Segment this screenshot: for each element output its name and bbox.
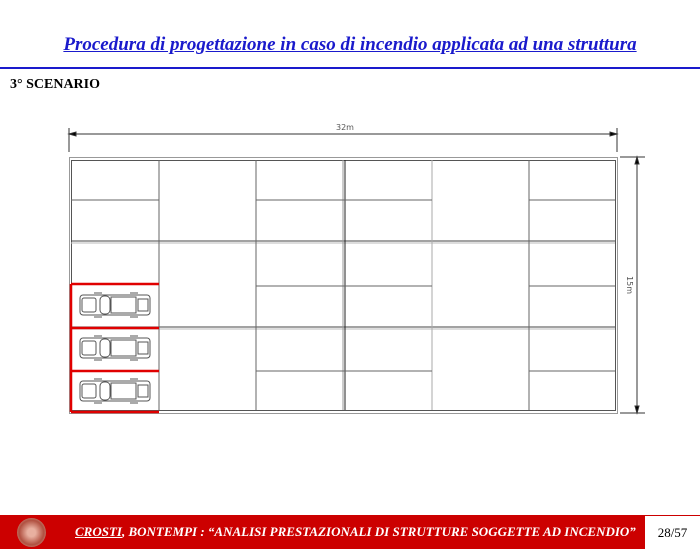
footer-bar: CROSTI, BONTEMPI : “ANALISI PRESTAZIONAL… — [0, 515, 645, 549]
car-icon — [79, 335, 151, 361]
title-divider — [0, 67, 700, 69]
fire-scenario-highlight — [69, 282, 159, 414]
width-label: 32m — [336, 123, 354, 132]
footer-author: CROSTI — [75, 524, 122, 539]
height-label: 15m — [625, 276, 634, 294]
section-label: 3° SCENARIO — [10, 77, 101, 92]
car-icon — [79, 378, 151, 404]
grid-lines — [71, 160, 615, 410]
page-title: Procedura di progettazione in caso di in… — [63, 34, 637, 55]
footer-title: , BONTEMPI : “ANALISI PRESTAZIONALI DI S… — [121, 524, 636, 539]
university-logo-icon — [17, 518, 46, 547]
car-icon — [79, 292, 151, 318]
footer-citation: CROSTI, BONTEMPI : “ANALISI PRESTAZIONAL… — [75, 524, 636, 540]
dimension-lines — [67, 128, 645, 415]
page-number: 28/57 — [645, 515, 700, 550]
